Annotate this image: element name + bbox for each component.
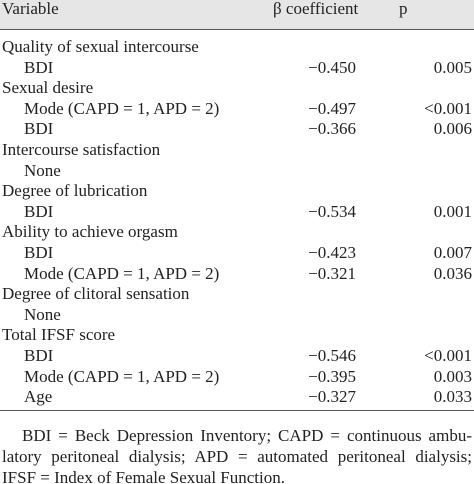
header-cell: β coefficient: [273, 0, 359, 18]
coefficient: −0.497: [308, 98, 356, 118]
p-value: <0.001: [424, 346, 472, 365]
header-row: [0, 0, 474, 30]
row-label: None: [24, 160, 61, 180]
row-label: BDI: [24, 243, 54, 262]
coefficient: −0.423: [308, 243, 356, 262]
p-value: 0.003: [433, 366, 472, 386]
group-title: Degree of clitoral sensation: [2, 284, 190, 304]
row-label: Mode (CAPD = 1, APD = 2): [24, 98, 220, 118]
footnote-line: BDI = Beck Depression Inventory; CAPD = …: [22, 426, 472, 445]
p-value: 0.006: [433, 119, 472, 139]
header-cell: Variable: [2, 0, 59, 18]
row-label: None: [24, 304, 61, 324]
p-value: 0.033: [433, 387, 472, 407]
p-value: 0.036: [433, 263, 472, 283]
header-cell: p: [399, 0, 408, 18]
row-label: Age: [24, 387, 53, 407]
row-label: Mode (CAPD = 1, APD = 2): [24, 263, 220, 283]
coefficient: −0.534: [308, 201, 356, 221]
row-label: BDI: [24, 346, 54, 365]
coefficient: −0.321: [308, 263, 356, 283]
footnote-line: IFSF = Index of Female Sexual Function.: [2, 467, 285, 484]
p-value: 0.005: [433, 57, 472, 77]
table-rule: [0, 410, 474, 411]
group-title: Ability to achieve orgasm: [2, 222, 178, 242]
footnote-line: latory peritoneal dialysis; APD = automa…: [2, 446, 472, 466]
p-value: 0.007: [433, 243, 472, 262]
group-title: Sexual desire: [2, 78, 94, 98]
row-label: BDI: [24, 201, 54, 221]
row-label: BDI: [24, 57, 54, 77]
coefficient: −0.395: [308, 366, 356, 386]
group-title: Intercourse satisfaction: [2, 140, 161, 159]
group-title: Total IFSF score: [2, 325, 116, 345]
p-value: 0.001: [433, 201, 472, 221]
p-value: <0.001: [424, 98, 472, 118]
coefficient: −0.327: [308, 387, 356, 407]
row-label: Mode (CAPD = 1, APD = 2): [24, 366, 220, 386]
coefficient: −0.366: [308, 119, 356, 139]
coefficient: −0.450: [308, 57, 356, 77]
row-label: BDI: [24, 119, 54, 139]
coefficient: −0.546: [308, 346, 356, 365]
group-title: Degree of lubrication: [2, 181, 148, 201]
group-title: Quality of sexual intercourse: [2, 37, 199, 56]
